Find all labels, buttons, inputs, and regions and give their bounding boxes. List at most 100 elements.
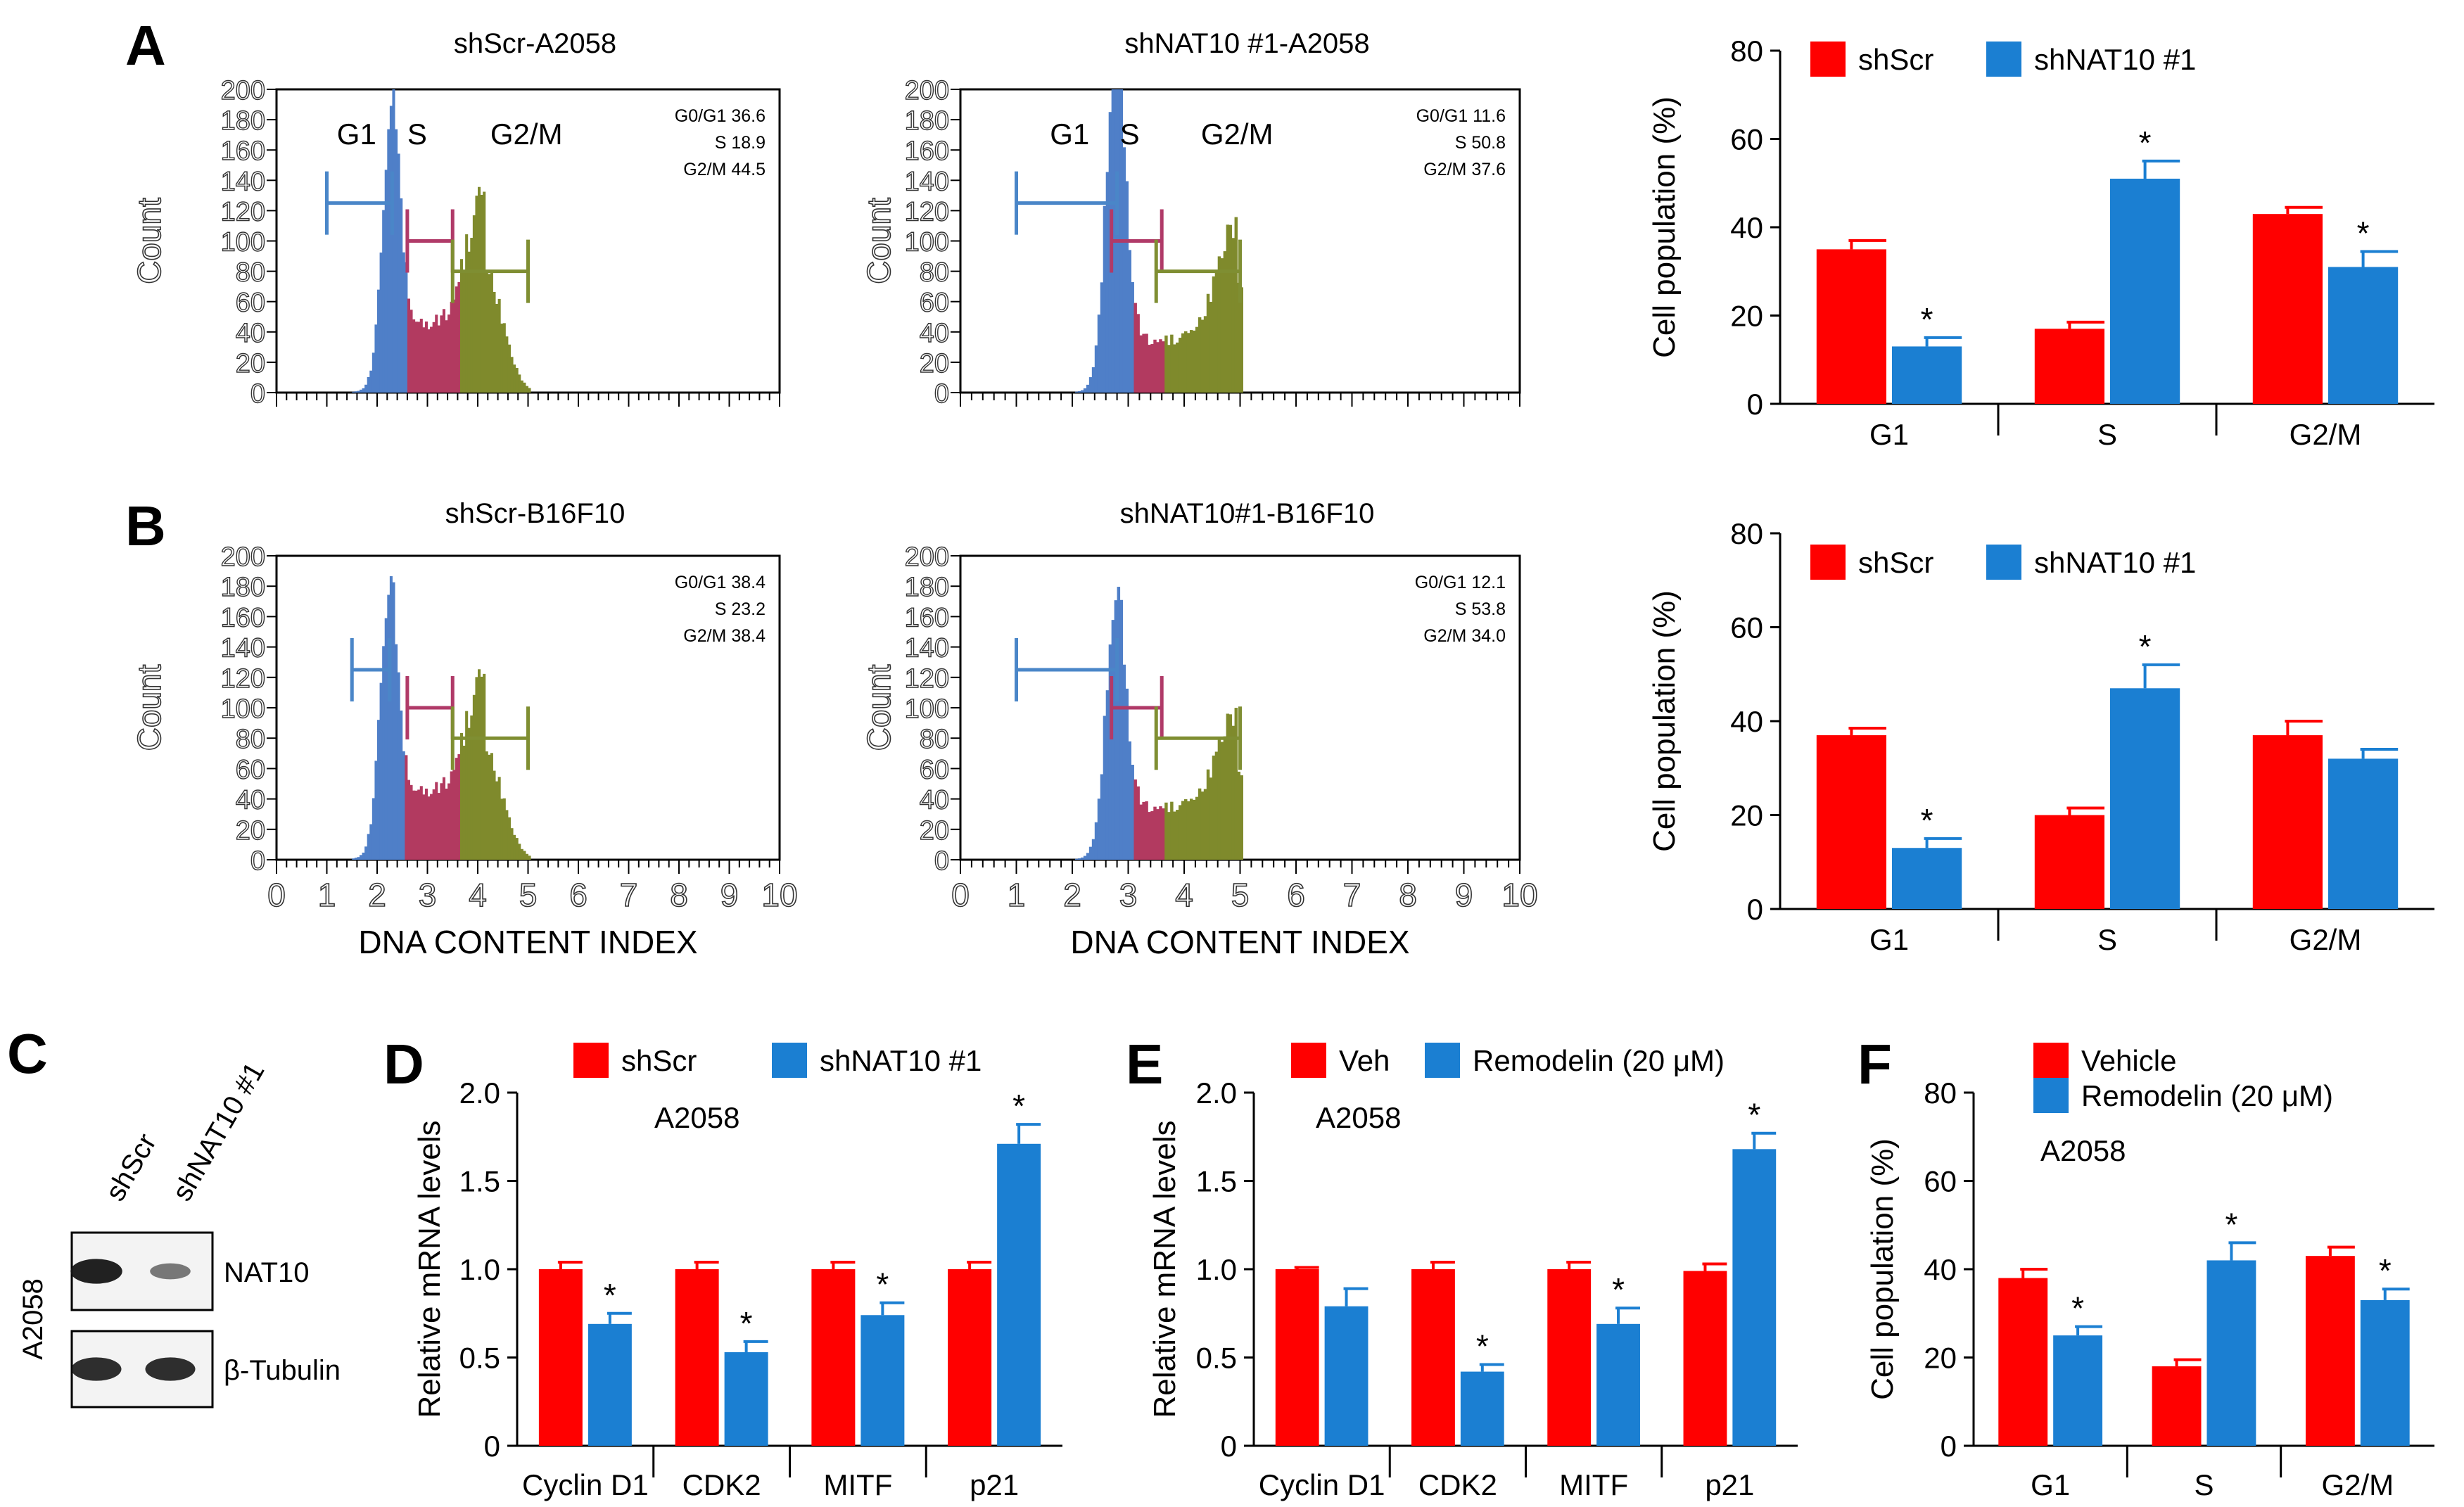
histogram-bin <box>384 170 388 393</box>
category-label: Cyclin D1 <box>1259 1468 1385 1501</box>
x-tick-label: 9 <box>1455 877 1473 913</box>
significance-star: * <box>2357 215 2370 252</box>
x-tick-label: 1 <box>318 877 336 913</box>
histogram-bin <box>452 299 456 393</box>
histogram-bin <box>470 715 474 860</box>
histogram-bin <box>1083 856 1087 860</box>
legend-swatch <box>1986 42 2021 77</box>
histogram-bin <box>1122 147 1126 393</box>
histogram-bin <box>1119 599 1124 860</box>
histogram-bin <box>1186 801 1190 860</box>
x-tick-label: 6 <box>1287 877 1305 913</box>
y-tick-label: 40 <box>1730 211 1763 244</box>
histogram-bin <box>437 325 440 393</box>
bar-chart-D: 0 0.5 1.0 1.5 2.0 Relative mRNA levels Cyclin … <box>412 1043 1062 1501</box>
x-tick-label: 2 <box>368 877 386 913</box>
y-tick-label: 120 <box>905 197 949 227</box>
histogram-bin <box>467 251 471 393</box>
bar-treatment <box>1460 1371 1504 1446</box>
legend-swatch <box>1810 42 1846 77</box>
legend-label: Remodelin (20 μM) <box>2081 1079 2333 1112</box>
phase-label-g2m: G2/M <box>490 117 563 151</box>
x-tick-label: 8 <box>1399 877 1417 913</box>
bar-treatment <box>588 1323 632 1446</box>
histogram-bin <box>500 323 504 393</box>
histogram-bin <box>440 783 443 860</box>
histogram-bin <box>1148 812 1151 860</box>
y-tick-label: 180 <box>905 573 949 602</box>
bar-treatment <box>1892 346 1962 404</box>
histogram-bin <box>1145 333 1148 393</box>
histogram-bin <box>442 309 446 393</box>
histogram-bin <box>510 828 514 860</box>
y-tick-label: 0.5 <box>1196 1342 1237 1375</box>
y-tick-label: 40 <box>1730 705 1763 738</box>
histogram-bin <box>1156 342 1160 393</box>
legend-label: shNAT10 #1 <box>2034 43 2196 76</box>
histogram-bin <box>1181 801 1185 860</box>
significance-star: * <box>1476 1328 1489 1365</box>
histogram-bin <box>371 352 375 393</box>
histogram-bin <box>1091 839 1096 860</box>
x-tick-label: 6 <box>569 877 588 913</box>
histogram-bin <box>520 848 523 860</box>
histogram-bin <box>437 793 440 860</box>
histogram-bin <box>445 320 448 393</box>
histogram-bin <box>1077 858 1081 860</box>
y-tick-label: 80 <box>920 725 949 754</box>
histogram-bin <box>1086 853 1090 860</box>
y-tick-label: 80 <box>1730 34 1763 68</box>
histogram-bin <box>419 319 423 393</box>
panel-label-b: B <box>125 495 166 557</box>
significance-star: * <box>2139 628 2152 665</box>
category-label: CDK2 <box>1418 1468 1497 1501</box>
panel-label-a: A <box>125 14 166 77</box>
stat-line: G2/M 44.5 <box>683 160 766 179</box>
y-tick-label: 160 <box>905 603 949 632</box>
histogram-bin <box>1162 341 1165 393</box>
y-tick-label: 180 <box>221 106 265 136</box>
y-tick-label: 20 <box>920 349 949 379</box>
category-label: G1 <box>1869 923 1909 956</box>
histogram-bin <box>414 790 418 860</box>
y-axis-label: Count <box>131 198 167 284</box>
histogram-bin <box>1142 801 1145 860</box>
histogram-bin <box>384 618 388 860</box>
histogram-bin <box>497 298 501 393</box>
histogram-bin <box>1088 377 1093 393</box>
histogram-bin <box>1080 390 1084 393</box>
phase-label-g2m: G2/M <box>1201 117 1274 151</box>
y-tick-label: 0 <box>250 379 265 409</box>
histogram-bin <box>475 677 478 860</box>
x-tick-label: 7 <box>1343 877 1361 913</box>
bar-control <box>2034 815 2104 909</box>
y-tick-label: 140 <box>905 167 949 196</box>
histogram-bin <box>1100 774 1104 860</box>
histogram-bin <box>1237 282 1240 393</box>
y-axis-label: Relative mRNA levels <box>412 1120 447 1418</box>
histogram-bin <box>427 329 431 393</box>
category-label: S <box>2097 418 2117 451</box>
histogram-bin <box>407 298 410 393</box>
histogram-bin <box>452 770 456 860</box>
y-tick-label: 0 <box>1747 893 1763 926</box>
histogram-bin <box>417 322 421 393</box>
y-tick-label: 20 <box>236 349 265 379</box>
histogram-bin <box>478 669 481 860</box>
bar-control <box>2252 735 2323 909</box>
phase-label-g1: G1 <box>1050 117 1089 151</box>
significance-star: * <box>1612 1271 1625 1308</box>
histogram-bin <box>369 370 373 393</box>
histogram-bin <box>1228 224 1233 393</box>
histogram-bin <box>1159 339 1162 393</box>
histogram-bin <box>445 788 448 860</box>
histogram-bin <box>1240 287 1243 393</box>
histogram-bin <box>1217 739 1221 860</box>
histogram-bin <box>1164 335 1168 393</box>
histogram-bin <box>1145 801 1148 860</box>
y-tick-label: 60 <box>1924 1165 1957 1198</box>
histogram-bin <box>1167 345 1171 393</box>
legend-swatch <box>1986 545 2021 580</box>
histogram-bin <box>354 391 357 393</box>
histogram-bin <box>387 594 390 860</box>
